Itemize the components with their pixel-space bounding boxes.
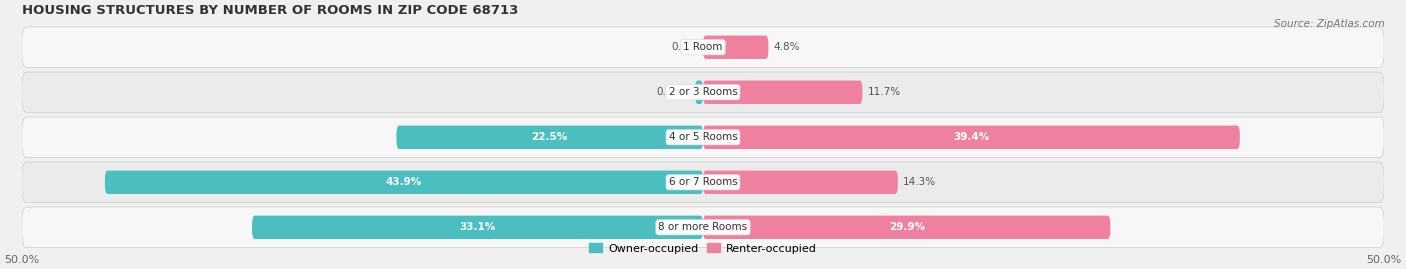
FancyBboxPatch shape (703, 80, 862, 104)
Text: 11.7%: 11.7% (868, 87, 901, 97)
FancyBboxPatch shape (21, 162, 1385, 203)
Text: 6 or 7 Rooms: 6 or 7 Rooms (669, 177, 737, 187)
FancyBboxPatch shape (396, 126, 703, 149)
Text: 14.3%: 14.3% (903, 177, 936, 187)
Text: 29.9%: 29.9% (889, 222, 925, 232)
Text: HOUSING STRUCTURES BY NUMBER OF ROOMS IN ZIP CODE 68713: HOUSING STRUCTURES BY NUMBER OF ROOMS IN… (21, 4, 519, 17)
Text: 22.5%: 22.5% (531, 132, 568, 142)
FancyBboxPatch shape (21, 207, 1385, 247)
Text: 0.0%: 0.0% (671, 42, 697, 52)
FancyBboxPatch shape (703, 215, 1111, 239)
Legend: Owner-occupied, Renter-occupied: Owner-occupied, Renter-occupied (585, 239, 821, 258)
Text: Source: ZipAtlas.com: Source: ZipAtlas.com (1274, 19, 1385, 29)
Text: 0.58%: 0.58% (657, 87, 690, 97)
Text: 4 or 5 Rooms: 4 or 5 Rooms (669, 132, 737, 142)
Text: 39.4%: 39.4% (953, 132, 990, 142)
Text: 1 Room: 1 Room (683, 42, 723, 52)
FancyBboxPatch shape (21, 27, 1385, 68)
Text: 8 or more Rooms: 8 or more Rooms (658, 222, 748, 232)
FancyBboxPatch shape (703, 126, 1240, 149)
FancyBboxPatch shape (695, 80, 703, 104)
FancyBboxPatch shape (703, 171, 898, 194)
FancyBboxPatch shape (703, 36, 769, 59)
FancyBboxPatch shape (252, 215, 703, 239)
Text: 43.9%: 43.9% (385, 177, 422, 187)
FancyBboxPatch shape (21, 117, 1385, 158)
Text: 33.1%: 33.1% (460, 222, 496, 232)
Text: 4.8%: 4.8% (773, 42, 800, 52)
FancyBboxPatch shape (21, 72, 1385, 112)
Text: 2 or 3 Rooms: 2 or 3 Rooms (669, 87, 737, 97)
FancyBboxPatch shape (105, 171, 703, 194)
